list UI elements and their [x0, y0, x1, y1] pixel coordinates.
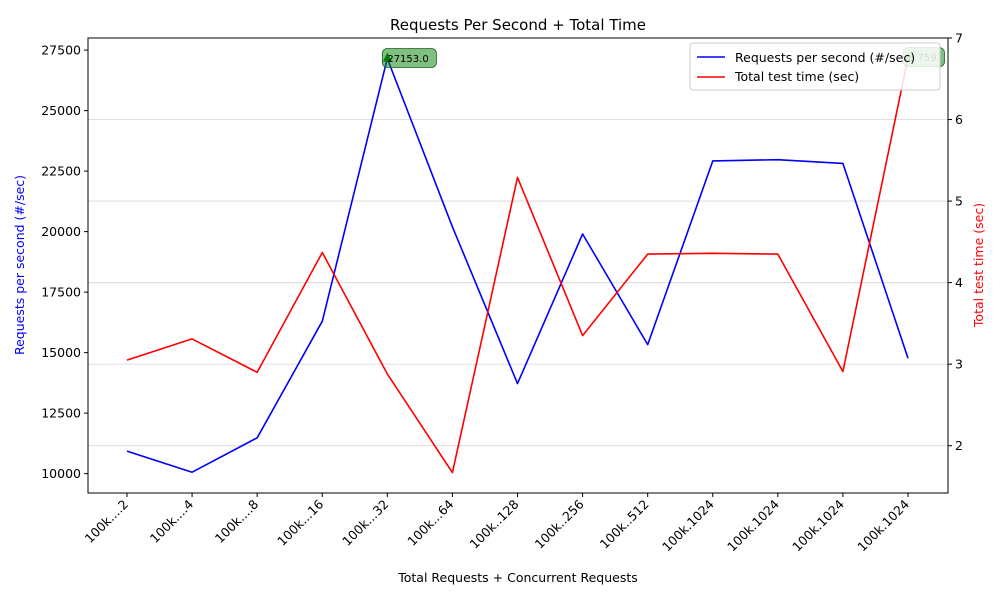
y-tick-label-left-0: 10000: [41, 466, 81, 481]
y-tick-label-left-6: 25000: [41, 103, 81, 118]
x-tick-label-8: 100k..512: [597, 497, 652, 552]
y-tick-label-left-3: 17500: [41, 285, 81, 300]
y-tick-label-right-2: 4: [955, 275, 963, 290]
x-tick-label-6: 100k..128: [467, 496, 522, 551]
series-line-0: [126, 57, 909, 474]
y-tick-label-left-2: 15000: [41, 345, 81, 360]
y-tick-label-right-1: 3: [955, 357, 963, 372]
plot-frame: [87, 37, 949, 494]
x-tick-label-9: 100k.1024: [659, 496, 717, 554]
y-tick-label-left-4: 20000: [41, 224, 81, 239]
y-tick-label-right-0: 2: [955, 438, 963, 453]
chart-title: Requests Per Second + Total Time: [390, 16, 646, 34]
legend-box: [689, 42, 941, 91]
x-tick-label-3: 100k...16: [274, 496, 326, 548]
series-layer: [126, 57, 909, 474]
legend-label-series-1: Total test time (sec): [734, 69, 859, 84]
annotation-label-0: 27153.0: [387, 54, 428, 65]
x-tick-label-7: 100k..256: [532, 496, 587, 551]
x-tick-label-5: 100k...64: [404, 496, 456, 548]
x-tick-label-4: 100k...32: [339, 497, 391, 549]
y-tick-label-left-1: 12500: [41, 406, 81, 421]
annotation-box-0: [381, 48, 437, 68]
x-tick-label-11: 100k.1024: [789, 496, 847, 554]
x-tick-label-0: 100k....2: [82, 497, 131, 546]
x-tick-label-10: 100k.1024: [724, 496, 782, 554]
legend: Requests per second (#/sec) Total test t…: [689, 42, 941, 91]
x-tick-label-1: 100k....4: [147, 496, 196, 545]
grid-layer: [88, 37, 948, 447]
y-axis-label-left: Requests per second (#/sec): [12, 175, 27, 355]
x-tick-label-12: 100k.1024: [854, 496, 912, 554]
y-tick-label-left-7: 27500: [41, 43, 81, 58]
x-axis-label: Total Requests + Concurrent Requests: [397, 570, 638, 585]
x-tick-label-2: 100k....8: [212, 496, 261, 545]
y-axis-label-right: Total test time (sec): [971, 203, 986, 328]
axes-layer: 10000 12500 15000 17500 20000 22500 25000 27500…: [41, 31, 963, 555]
y-tick-label-right-3: 5: [955, 194, 963, 209]
y-tick-label-left-5: 22500: [41, 164, 81, 179]
series-line-1: [126, 57, 909, 474]
y-tick-label-right-4: 6: [955, 112, 963, 127]
y-tick-label-right-5: 7: [955, 31, 963, 46]
legend-label-series-0: Requests per second (#/sec): [735, 50, 915, 65]
